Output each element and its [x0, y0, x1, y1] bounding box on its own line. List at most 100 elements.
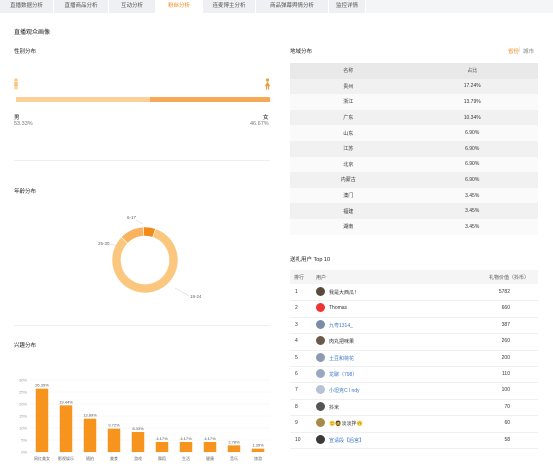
- interest-bar: [59, 405, 73, 452]
- tab-live-products[interactable]: 直播商品分析: [54, 0, 109, 13]
- tab-monitor[interactable]: 监控详情: [329, 0, 366, 13]
- region-share: 6.90%: [406, 140, 538, 157]
- gift-value: 60: [504, 420, 510, 427]
- gift-user-name: 🙂🧔淡淡拌🙃: [329, 421, 363, 428]
- gift-header-user: 用户: [316, 275, 327, 281]
- region-row: 江苏 6.90%: [290, 140, 538, 157]
- interest-bar-chart: 0% 5% 10% 15% 20% 25% 30% 26.39% 网红美女 19.44% 影视娱乐 1…: [19, 378, 270, 461]
- region-share: 6.90%: [406, 125, 538, 141]
- gift-row[interactable]: 7 小坦克C l ndy 100: [290, 382, 538, 400]
- region-row: 广东 10.34%: [290, 109, 538, 126]
- gift-user-name[interactable]: 小坦克C l ndy: [329, 388, 360, 395]
- y-tick-label: 30%: [19, 378, 27, 383]
- gift-rank: 8: [295, 403, 298, 410]
- x-category-label: 美食: [110, 455, 118, 461]
- gift-user-name: 抖米: [329, 404, 340, 411]
- avatar: [316, 303, 325, 313]
- toggle-province[interactable]: 省份: [508, 49, 520, 55]
- avatar: [316, 287, 325, 296]
- toggle-separator: |: [519, 47, 521, 53]
- avatar: [316, 319, 325, 329]
- gift-user-name[interactable]: 宣请段【后宫】: [329, 437, 365, 444]
- gift-user-name[interactable]: 九粤1314_: [329, 322, 353, 329]
- interest-bar: [35, 388, 49, 452]
- y-tick-label: 25%: [19, 390, 27, 395]
- y-tick-label: 15%: [19, 414, 27, 419]
- x-category-label: 健康: [206, 455, 214, 461]
- gift-rank: 1: [295, 289, 298, 295]
- region-row: 山东 6.90%: [290, 125, 538, 141]
- region-table: 名称 占比 贵州 17.24% 浙江 13.79% 广东 10.34% 山东 6.90% 江苏 6…: [290, 63, 538, 235]
- male-icon: [14, 78, 18, 90]
- interest-bar: [251, 448, 265, 452]
- bar-value-label: 2.78%: [228, 439, 240, 444]
- region-row: 澳门 3.45%: [290, 187, 538, 204]
- tab-lianmai[interactable]: 连麦博主分析: [203, 0, 256, 13]
- toggle-city[interactable]: 城市: [523, 49, 535, 55]
- gift-user-name[interactable]: 土豆和荷花: [329, 355, 355, 362]
- bar-value-label: 4.17%: [180, 436, 192, 441]
- region-name: 贵州: [290, 78, 407, 95]
- region-share: 3.45%: [406, 203, 538, 219]
- interest-bar: [131, 432, 145, 452]
- bar-value-label: 26.39%: [35, 383, 49, 388]
- age-slice-18-24: [111, 228, 179, 294]
- female-icon: [264, 78, 271, 90]
- bar-value-label: 9.72%: [108, 423, 120, 428]
- gift-rank: 2: [295, 305, 298, 312]
- x-category-label: 影视娱乐: [58, 455, 74, 461]
- female-bar: [150, 97, 270, 102]
- gift-row[interactable]: 1 我是大西瓜！ 5782: [290, 284, 538, 302]
- interest-bar: [155, 441, 169, 452]
- region-name: 湖南: [290, 218, 407, 235]
- gift-user-name[interactable]: 龙聊（798）: [329, 372, 358, 378]
- gift-row[interactable]: 10 宣请段【后宫】 58: [290, 432, 538, 449]
- gift-row[interactable]: 6 龙聊（798） 110: [290, 366, 538, 384]
- tab-bar: 直播数据分析 直播商品分析 互动分析 粉丝分析 连麦博主分析 商品弹幕舆情分析 …: [0, 0, 553, 14]
- gift-row[interactable]: 5 土豆和荷花 200: [290, 350, 538, 367]
- avatar: [316, 385, 325, 395]
- tab-live-data[interactable]: 直播数据分析: [0, 0, 54, 13]
- region-header-name: 名称: [290, 63, 407, 79]
- y-tick-label: 5%: [21, 438, 27, 443]
- region-name: 山东: [290, 125, 407, 141]
- interest-bar: [83, 418, 97, 452]
- region-share: 3.45%: [406, 218, 538, 235]
- interest-bar: [179, 441, 193, 452]
- tab-fans[interactable]: 粉丝分析: [156, 0, 203, 14]
- gift-table-header: 排行 用户 礼物价值（抖币）: [290, 270, 538, 284]
- divider: [14, 160, 270, 161]
- gift-row[interactable]: 2 Thomas 660: [290, 300, 538, 318]
- tab-barrage-sentiment[interactable]: 商品弹幕舆情分析: [256, 0, 329, 13]
- region-name: 北京: [290, 156, 407, 173]
- region-share: 6.90%: [406, 172, 538, 188]
- region-share: 3.45%: [406, 187, 538, 204]
- gender-title: 性别分布: [14, 49, 37, 55]
- interest-title: 兴趣分布: [14, 343, 37, 349]
- avatar: [316, 418, 325, 428]
- interest-bar: [227, 445, 241, 452]
- gift-row[interactable]: 4 肉丸把咪果 260: [290, 333, 538, 351]
- age-label-25-30: 25-30: [98, 241, 110, 246]
- avatar: [316, 434, 325, 444]
- gift-row[interactable]: 9 🙂🧔淡淡拌🙃 60: [290, 415, 538, 433]
- gift-value: 260: [501, 338, 510, 345]
- gift-rank: 5: [295, 354, 298, 361]
- gift-title: 送礼用户 Top 10: [290, 257, 331, 263]
- age-donut-chart: 6-17 25-30 18-24: [98, 215, 202, 299]
- x-category-label: 旅游: [254, 455, 262, 461]
- gift-row[interactable]: 3 九粤1314_ 387: [290, 317, 538, 335]
- gift-row[interactable]: 8 抖米 70: [290, 399, 538, 417]
- x-category-label: 游戏: [134, 455, 142, 461]
- x-category-label: 网红美女: [34, 455, 50, 461]
- x-category-label: 音乐: [230, 455, 238, 461]
- bar-value-label: 4.17%: [204, 436, 216, 441]
- y-tick-label: 0%: [21, 450, 27, 455]
- gift-user-name: 肉丸把咪果: [329, 339, 355, 346]
- age-label-6-17: 6-17: [127, 215, 137, 220]
- female-label: 女: [263, 115, 269, 121]
- bar-value-label: 4.17%: [156, 436, 168, 441]
- region-share: 6.90%: [406, 156, 538, 173]
- tab-interaction[interactable]: 互动分析: [109, 0, 156, 13]
- region-title: 地域分布: [290, 49, 313, 55]
